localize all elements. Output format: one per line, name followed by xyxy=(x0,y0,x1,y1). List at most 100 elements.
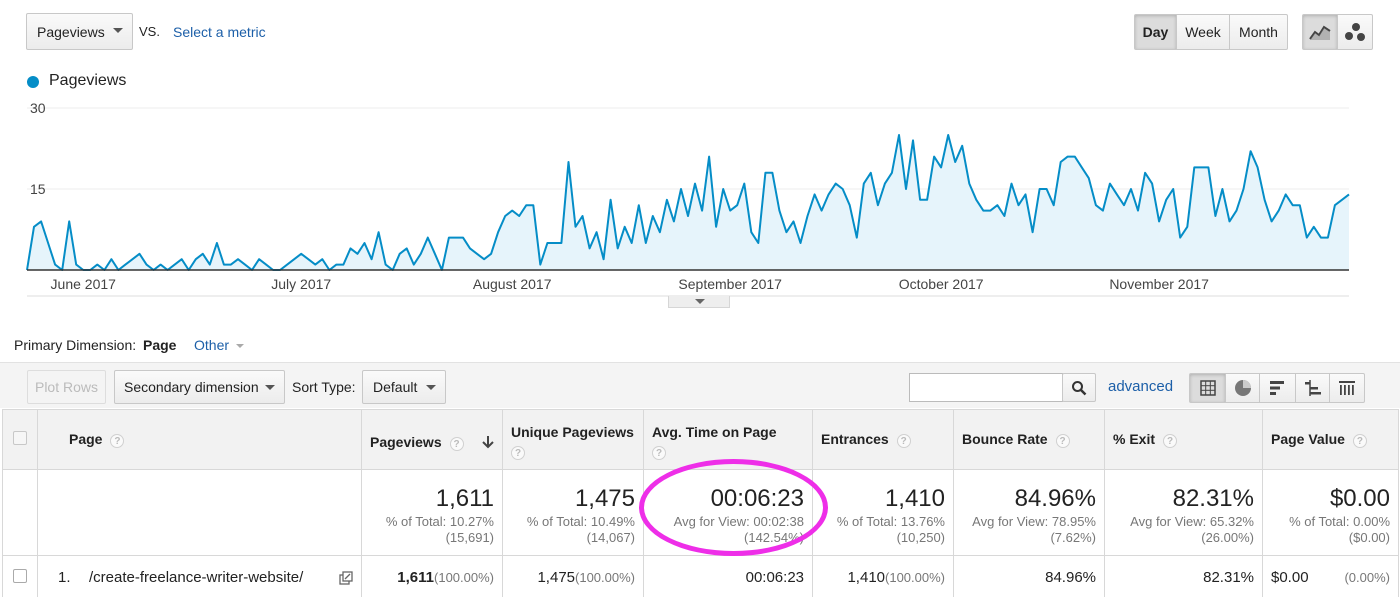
chevron-down-icon xyxy=(426,385,436,390)
motion-chart-toggle[interactable] xyxy=(1337,14,1373,50)
external-link-icon[interactable] xyxy=(339,571,353,585)
advanced-link[interactable]: advanced xyxy=(1108,378,1174,395)
table-row[interactable]: 1. /create-freelance-writer-website/ 1,61… xyxy=(2,555,1399,597)
line-chart-toggle[interactable] xyxy=(1302,14,1338,50)
select-all-cell xyxy=(2,409,38,470)
x-tick-label: August 2017 xyxy=(473,276,552,292)
total-exit-view: Avg for View: 65.32% xyxy=(1130,514,1254,529)
table-header-row: Page? Pageviews? Unique Pageviews? Avg. … xyxy=(2,409,1399,470)
total-bounce-delta: (7.62%) xyxy=(1050,530,1096,545)
search-button[interactable] xyxy=(1062,373,1096,402)
total-bounce-view: Avg for View: 78.95% xyxy=(972,514,1096,529)
row-page-value: $0.00 (0.00%) xyxy=(1262,555,1399,597)
pageviews-chart: 30 15 June 2017 July 2017 August 2017 Septemb… xyxy=(26,100,1350,297)
select-metric-link[interactable]: Select a metric xyxy=(173,24,266,40)
primary-dimension-label: Primary Dimension: xyxy=(14,337,137,353)
primary-dimension-other[interactable]: Other xyxy=(194,337,244,353)
row-exit-value: 82.31% xyxy=(1203,569,1254,586)
row-checkbox[interactable] xyxy=(13,568,27,583)
data-table: Page? Pageviews? Unique Pageviews? Avg. … xyxy=(2,409,1399,597)
period-day-label: Day xyxy=(1142,24,1169,40)
row-unique-value: 1,475 xyxy=(537,569,576,586)
help-icon[interactable]: ? xyxy=(1055,433,1070,448)
total-page-value-site: ($0.00) xyxy=(1348,530,1390,545)
view-comparison-button[interactable] xyxy=(1295,373,1330,403)
total-exit: 82.31% Avg for View: 65.32% (26.00%) xyxy=(1104,469,1263,556)
view-performance-button[interactable] xyxy=(1259,373,1296,403)
col-bounce-rate-label: Bounce Rate xyxy=(962,431,1048,448)
primary-dimension-page[interactable]: Page xyxy=(143,337,177,353)
total-entrances-site: (10,250) xyxy=(896,530,945,545)
help-icon[interactable]: ? xyxy=(449,436,464,451)
col-unique-pageviews[interactable]: Unique Pageviews? xyxy=(502,409,644,470)
highlight-circle xyxy=(639,459,828,556)
row-unique-pct: (100.00%) xyxy=(575,570,635,585)
col-page-value[interactable]: Page Value? xyxy=(1262,409,1399,470)
row-entrances-value: 1,410 xyxy=(847,569,886,586)
totals-row: 1,611 % of Total: 10.27% (15,691) 1,475 % o… xyxy=(2,469,1399,556)
line-chart-icon xyxy=(1309,25,1331,40)
col-exit[interactable]: % Exit? xyxy=(1104,409,1263,470)
col-page-value-label: Page Value xyxy=(1271,431,1345,448)
legend-dot xyxy=(27,76,39,88)
row-page-link[interactable]: /create-freelance-writer-website/ xyxy=(89,569,304,586)
col-pageviews-label: Pageviews xyxy=(370,434,442,451)
row-entrances-pct: (100.00%) xyxy=(885,570,945,585)
view-pivot-button[interactable] xyxy=(1329,373,1365,403)
sort-type-label: Sort Type: xyxy=(292,379,356,395)
total-unique-pageviews: 1,475 % of Total: 10.49% (14,067) xyxy=(502,469,644,556)
row-bounce-value: 84.96% xyxy=(1045,569,1096,586)
plot-rows-button[interactable]: Plot Rows xyxy=(27,370,106,404)
help-icon[interactable]: ? xyxy=(652,446,666,461)
col-unique-pageviews-label: Unique Pageviews xyxy=(511,424,634,440)
row-exit: 82.31% xyxy=(1104,555,1263,597)
period-month-label: Month xyxy=(1239,24,1278,40)
total-entrances: 1,410 % of Total: 13.76% (10,250) xyxy=(812,469,954,556)
y-tick-label: 30 xyxy=(30,100,46,116)
col-bounce-rate[interactable]: Bounce Rate? xyxy=(953,409,1105,470)
col-page: Page? xyxy=(37,409,362,470)
period-week-label: Week xyxy=(1185,24,1221,40)
col-avg-time-label: Avg. Time on Page xyxy=(652,424,777,440)
period-month-button[interactable]: Month xyxy=(1229,14,1288,50)
table-search-input[interactable] xyxy=(909,373,1063,402)
secondary-dimension-select[interactable]: Secondary dimension xyxy=(114,370,285,404)
row-pageviews-value: 1,611 xyxy=(397,569,435,586)
help-icon[interactable]: ? xyxy=(896,433,911,448)
row-pageviews: 1,611(100.00%) xyxy=(361,555,503,597)
metric-select[interactable]: Pageviews xyxy=(26,13,133,50)
metric-select-value: Pageviews xyxy=(37,23,105,40)
chart-collapse-handle[interactable] xyxy=(668,296,730,308)
col-exit-label: % Exit xyxy=(1113,431,1156,448)
help-icon[interactable]: ? xyxy=(511,446,525,461)
row-entrances: 1,410(100.00%) xyxy=(812,555,954,597)
sort-type-select[interactable]: Default xyxy=(362,370,446,404)
row-page-value-value: $0.00 xyxy=(1271,569,1309,586)
col-avg-time[interactable]: Avg. Time on Page? xyxy=(643,409,813,470)
grid-icon xyxy=(1199,380,1216,396)
view-pie-button[interactable] xyxy=(1225,373,1260,403)
help-icon[interactable]: ? xyxy=(1352,433,1367,448)
row-bounce-rate: 84.96% xyxy=(953,555,1105,597)
plot-rows-label: Plot Rows xyxy=(34,379,99,395)
x-tick-label: July 2017 xyxy=(271,276,331,292)
help-icon[interactable]: ? xyxy=(110,433,125,448)
total-pageviews: 1,611 % of Total: 10.27% (15,691) xyxy=(361,469,503,556)
help-icon[interactable]: ? xyxy=(1163,433,1178,448)
col-pageviews[interactable]: Pageviews? xyxy=(361,409,503,470)
comparison-icon xyxy=(1304,380,1321,396)
chevron-down-icon xyxy=(113,28,123,33)
secondary-dimension-label: Secondary dimension xyxy=(124,379,259,395)
view-table-button[interactable] xyxy=(1189,373,1226,403)
col-entrances[interactable]: Entrances? xyxy=(812,409,954,470)
period-day-button[interactable]: Day xyxy=(1134,14,1177,50)
total-pageviews-share: % of Total: 10.27% xyxy=(385,514,494,529)
period-week-button[interactable]: Week xyxy=(1176,14,1230,50)
primary-dimension-other-label: Other xyxy=(194,337,230,353)
total-unique-share: % of Total: 10.49% xyxy=(526,514,635,529)
sort-type-value: Default xyxy=(373,379,418,395)
total-unique-site: (14,067) xyxy=(586,530,635,545)
x-tick-label: September 2017 xyxy=(678,276,782,292)
row-pageviews-pct: (100.00%) xyxy=(434,570,494,585)
select-all-checkbox[interactable] xyxy=(13,431,27,445)
